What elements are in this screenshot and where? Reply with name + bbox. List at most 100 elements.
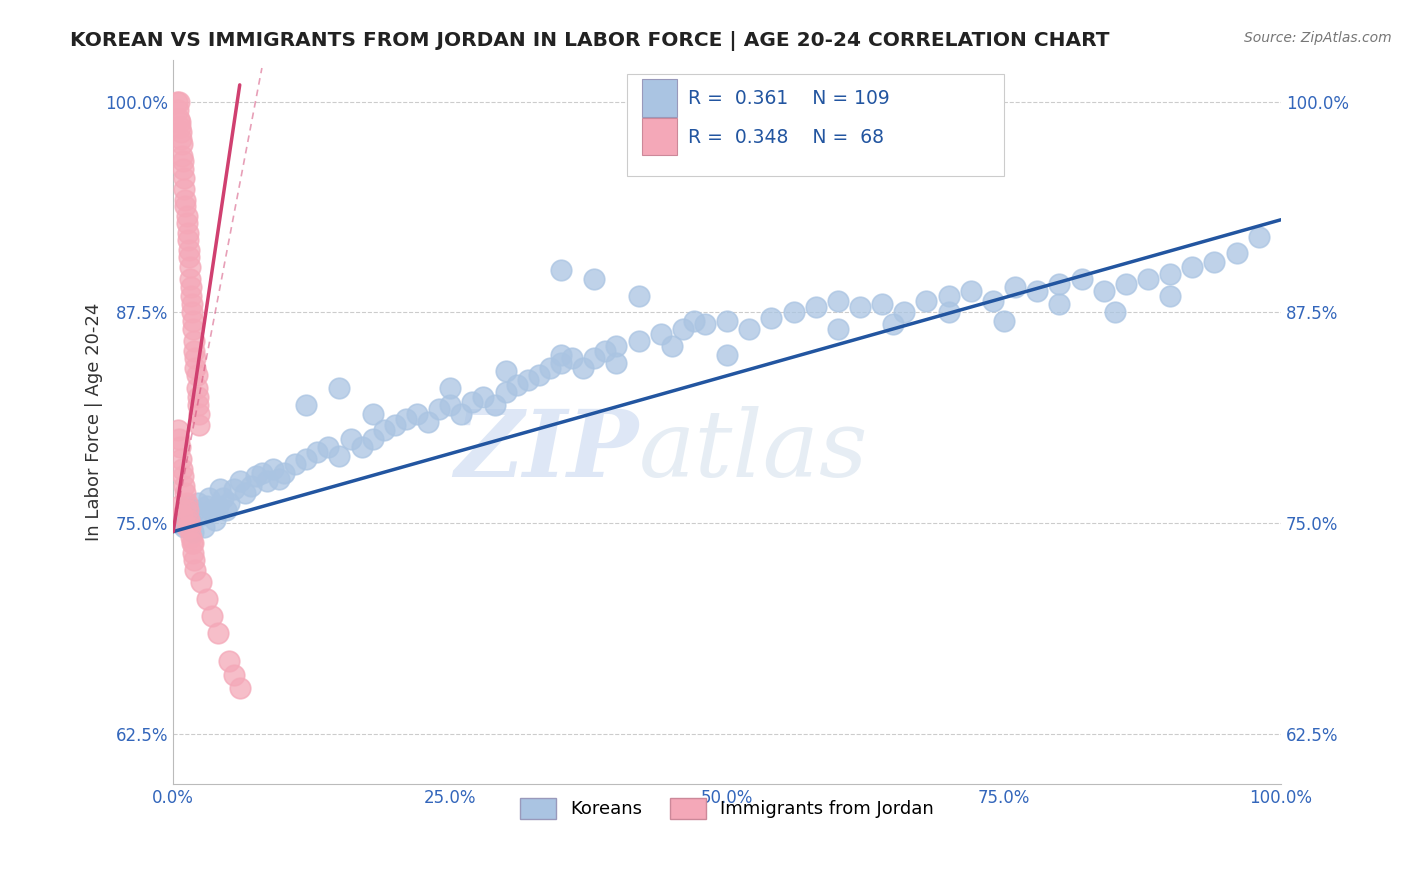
Point (172, 149, 194, 163)
FancyBboxPatch shape (641, 118, 678, 155)
Point (181, 547, 204, 561)
Point (328, 381, 350, 395)
Point (172, 508, 194, 522)
Point (170, 452, 193, 467)
Point (181, 524, 204, 539)
Text: R =  0.361    N = 109: R = 0.361 N = 109 (689, 88, 890, 108)
Point (173, 519, 195, 533)
Point (395, 411, 418, 425)
Point (350, 440, 373, 454)
Point (339, 432, 361, 446)
Point (186, 381, 208, 395)
Point (172, 508, 194, 522)
Point (461, 394, 484, 409)
Point (180, 280, 202, 294)
Point (1115, 277, 1137, 291)
Point (176, 216, 198, 230)
Point (180, 288, 202, 302)
Point (172, 462, 194, 476)
Point (218, 496, 240, 510)
Point (218, 654, 240, 668)
Point (179, 519, 201, 533)
Point (550, 263, 572, 277)
Y-axis label: In Labor Force | Age 20-24: In Labor Force | Age 20-24 (86, 302, 103, 541)
Point (583, 271, 606, 285)
Point (187, 390, 209, 404)
Point (215, 502, 238, 516)
Point (250, 466, 273, 480)
Point (427, 401, 450, 416)
Point (224, 668, 246, 682)
Point (184, 361, 207, 376)
Point (172, 469, 194, 483)
Point (284, 457, 307, 471)
Point (183, 553, 205, 567)
Text: atlas: atlas (638, 406, 868, 496)
Point (187, 418, 209, 433)
Point (167, 500, 190, 514)
Point (1247, 229, 1270, 244)
Point (207, 500, 229, 514)
Point (938, 305, 960, 319)
Point (1181, 260, 1204, 274)
Text: KOREAN VS IMMIGRANTS FROM JORDAN IN LABOR FORCE | AGE 20-24 CORRELATION CHART: KOREAN VS IMMIGRANTS FROM JORDAN IN LABO… (70, 31, 1109, 51)
Point (176, 500, 198, 514)
Point (273, 466, 295, 480)
Point (201, 502, 224, 516)
Point (224, 483, 246, 497)
Point (256, 474, 278, 488)
Point (650, 327, 672, 342)
Point (373, 424, 395, 438)
Point (176, 210, 198, 224)
Point (561, 351, 583, 365)
Point (1137, 271, 1160, 285)
Point (190, 575, 212, 590)
Point (583, 351, 606, 365)
Point (527, 368, 550, 382)
Point (172, 136, 194, 151)
Point (472, 390, 495, 404)
Point (183, 344, 205, 359)
Legend: Koreans, Immigrants from Jordan: Koreans, Immigrants from Jordan (513, 791, 941, 826)
Point (195, 592, 218, 607)
Text: R =  0.348    N =  68: R = 0.348 N = 68 (689, 128, 884, 146)
Point (174, 199, 197, 213)
Point (416, 415, 439, 429)
Point (167, 516, 190, 530)
Point (870, 297, 893, 311)
Point (176, 233, 198, 247)
Point (187, 496, 209, 510)
Point (187, 407, 209, 421)
Point (484, 398, 506, 412)
Point (439, 381, 461, 395)
Point (181, 305, 204, 319)
Point (716, 348, 738, 362)
Point (605, 339, 627, 353)
Point (212, 491, 235, 505)
Point (627, 288, 650, 302)
Point (173, 479, 195, 493)
Text: Source: ZipAtlas.com: Source: ZipAtlas.com (1244, 31, 1392, 45)
Point (181, 314, 204, 328)
Point (1159, 288, 1181, 302)
Point (672, 322, 695, 336)
Point (173, 170, 195, 185)
Point (193, 519, 215, 533)
Point (959, 284, 981, 298)
Point (177, 513, 200, 527)
Point (201, 608, 224, 623)
Point (1070, 271, 1092, 285)
Point (1026, 284, 1049, 298)
Point (172, 153, 194, 168)
Point (177, 250, 200, 264)
Point (267, 472, 290, 486)
Point (516, 373, 538, 387)
Point (572, 361, 595, 376)
Point (307, 445, 329, 459)
Point (233, 485, 256, 500)
Point (593, 344, 616, 359)
Point (495, 364, 517, 378)
Point (439, 398, 461, 412)
Point (361, 432, 384, 446)
Point (1226, 246, 1249, 260)
